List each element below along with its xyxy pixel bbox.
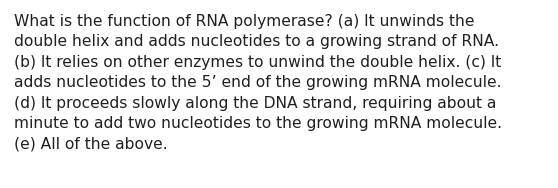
Text: What is the function of RNA polymerase? (a) It unwinds the
double helix and adds: What is the function of RNA polymerase? … — [14, 14, 502, 151]
